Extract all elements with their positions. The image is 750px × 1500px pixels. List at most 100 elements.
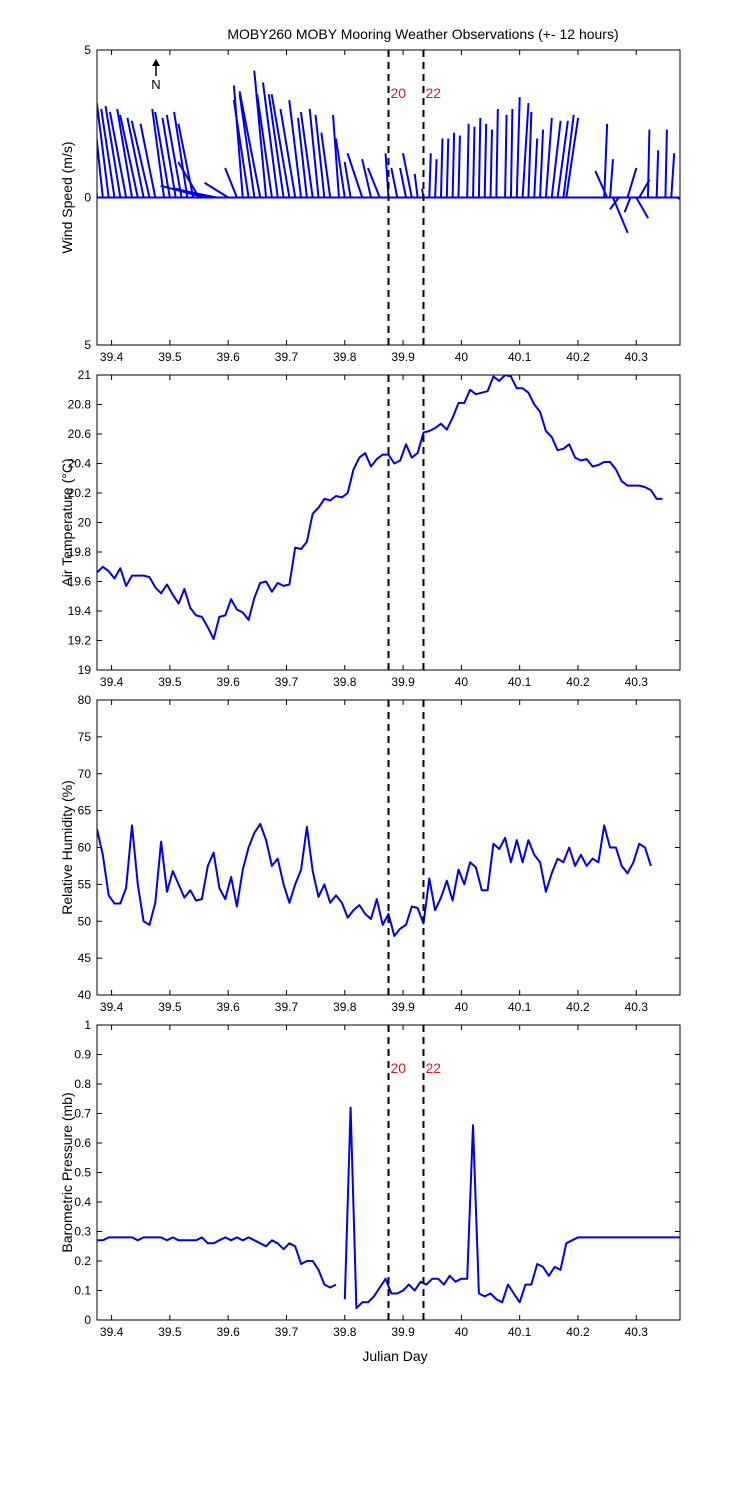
wind-vector — [477, 117, 482, 198]
wind-vector — [367, 167, 381, 198]
wind-vector — [320, 132, 332, 198]
wind-vector — [489, 129, 493, 198]
y-tick-label: 20.6 — [68, 427, 92, 441]
wind-vector — [483, 123, 488, 198]
wind-vector — [550, 120, 562, 198]
x-tick-label: 39.5 — [158, 1325, 182, 1339]
wind-vector — [232, 100, 250, 198]
wind-vector — [173, 111, 189, 198]
x-tick-label: 39.9 — [391, 350, 415, 364]
x-tick-label: 39.4 — [100, 675, 124, 689]
wind-vector — [626, 167, 638, 198]
x-tick-label: 39.4 — [100, 1000, 124, 1014]
x-tick-label: 39.9 — [391, 675, 415, 689]
x-tick-label: 40.2 — [566, 1000, 590, 1014]
y-tick-label: 55 — [78, 877, 92, 891]
wind-vector — [390, 167, 399, 198]
wind-vector — [472, 126, 476, 198]
data-line — [97, 375, 663, 640]
y-tick-label: 1 — [84, 1018, 91, 1032]
y-tick-label: 0 — [84, 191, 91, 205]
wind-vector — [384, 153, 390, 198]
x-tick-label: 39.9 — [391, 1000, 415, 1014]
series-barometric-pressure — [97, 1106, 680, 1310]
x-tick-label: 39.4 — [100, 1325, 124, 1339]
wind-vector — [238, 94, 256, 198]
wind-vector — [434, 159, 438, 198]
y-tick-label: 0.6 — [74, 1136, 91, 1150]
x-tick-label: 39.6 — [216, 1000, 240, 1014]
x-axis-label: Julian Day — [362, 1348, 427, 1364]
wind-vector — [646, 129, 651, 198]
x-tick-label: 39.5 — [158, 675, 182, 689]
wind-vector — [238, 91, 262, 198]
y-tick-label: 0 — [84, 1313, 91, 1327]
y-axis-label: Wind Speed (m/s) — [59, 141, 75, 253]
wind-vector — [466, 123, 470, 198]
north-arrow-head — [152, 59, 160, 66]
x-tick-label: 40.1 — [508, 1325, 532, 1339]
wind-vector — [539, 129, 545, 198]
y-tick-label: 5 — [84, 43, 91, 57]
wind-vector — [224, 167, 238, 198]
wind-vector — [664, 129, 668, 198]
wind-vector — [609, 159, 614, 198]
wind-vector — [297, 117, 308, 198]
y-tick-label: 0.5 — [74, 1166, 91, 1180]
x-tick-label: 40.1 — [508, 350, 532, 364]
panel-wind: 39.4 39.5 39.6 39.7 39.8 39.9 40 40.1 40.2 40.3 5 0… — [59, 43, 681, 364]
y-tick-label: 75 — [78, 730, 92, 744]
y-tick-label: 0.7 — [74, 1107, 91, 1121]
marker-label: 20 — [391, 1060, 407, 1076]
x-tick-label: 39.9 — [391, 1325, 415, 1339]
wind-vector — [256, 94, 273, 198]
wind-vector — [428, 153, 432, 198]
x-tick-label: 39.4 — [100, 350, 124, 364]
panels: 39.4 39.5 39.6 39.7 39.8 39.9 40 40.1 40.2 40.350… — [59, 43, 681, 1339]
wind-vector — [161, 117, 177, 198]
wind-vector — [279, 108, 297, 198]
y-tick-label: 0.8 — [74, 1077, 91, 1091]
x-tick-label: 40.1 — [508, 1000, 532, 1014]
wind-vector — [160, 184, 206, 199]
wind-vector — [509, 108, 514, 198]
wind-vector — [401, 153, 413, 198]
wind-vector — [521, 103, 530, 198]
y-tick-label: 20 — [78, 516, 92, 530]
x-tick-label: 39.8 — [333, 350, 357, 364]
wind-vector — [308, 108, 320, 198]
x-tick-label: 39.6 — [216, 1325, 240, 1339]
panel-relative-humidity: 39.4 39.5 39.6 39.7 39.8 39.9 40 40.1 40.2 40.3 40… — [59, 693, 681, 1014]
wind-vector — [186, 190, 217, 199]
wind-vector — [451, 132, 456, 198]
x-tick-label: 40.3 — [625, 675, 649, 689]
wind-vector — [676, 196, 680, 201]
wind-vector — [346, 152, 364, 198]
figure-title: MOBY260 MOBY Mooring Weather Observation… — [227, 26, 618, 42]
wind-vector — [445, 138, 450, 198]
x-tick-label: 40 — [455, 350, 469, 364]
wind-vector — [108, 111, 128, 198]
wind-vector — [603, 123, 609, 198]
x-tick-label: 39.8 — [333, 1000, 357, 1014]
wind-vector — [635, 197, 649, 219]
wind-vector — [299, 111, 314, 198]
y-tick-label: 19.2 — [68, 634, 92, 648]
x-tick-label: 39.6 — [216, 350, 240, 364]
marker-label: 20 — [391, 85, 407, 101]
y-tick-label: 65 — [78, 804, 92, 818]
panel-barometric-pressure: 39.4 39.5 39.6 39.7 39.8 39.9 40 40.1 40.2 40.3 0 0… — [59, 1018, 681, 1339]
wind-vector — [270, 94, 291, 198]
wind-vector — [544, 117, 553, 198]
wind-vector — [361, 158, 372, 198]
y-tick-label: 20.4 — [68, 457, 92, 471]
wind-vector — [562, 114, 575, 198]
wind-vector — [204, 181, 229, 199]
data-line — [343, 1106, 680, 1310]
y-tick-label: 20.2 — [68, 486, 92, 500]
wind-vector — [267, 94, 285, 198]
wind-vector — [100, 108, 116, 198]
wind-vector — [154, 111, 171, 198]
x-tick-label: 39.5 — [158, 1000, 182, 1014]
